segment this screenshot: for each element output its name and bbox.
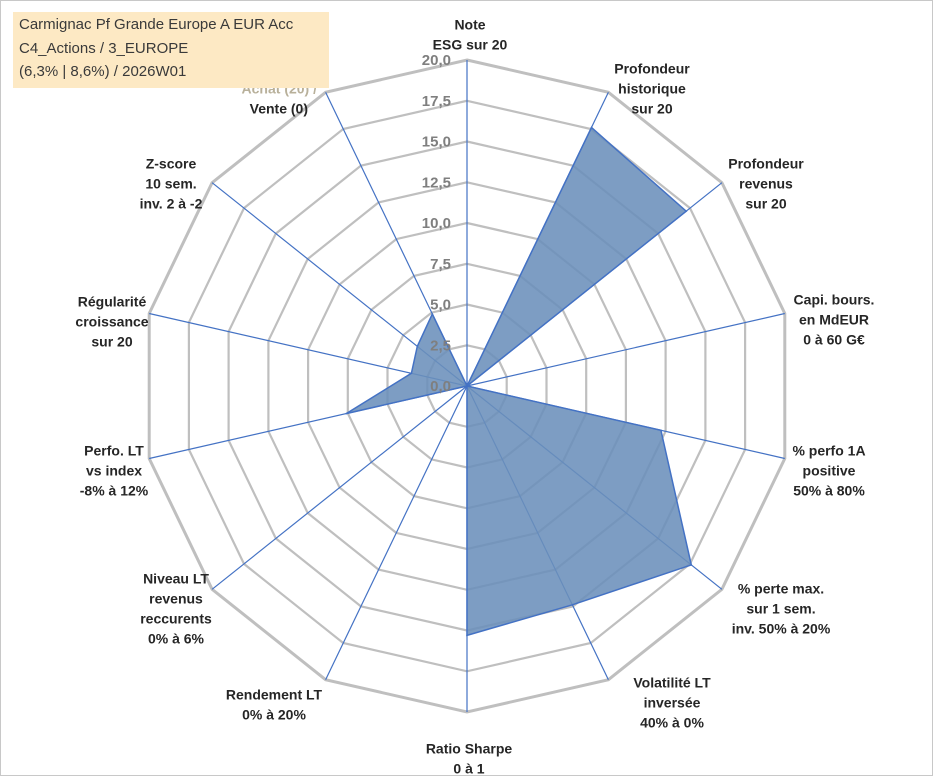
axis-label-0-line-0: Note bbox=[454, 16, 485, 32]
axis-label-0-line-1: ESG sur 20 bbox=[433, 36, 508, 52]
axis-label-9-line-3: 0% à 6% bbox=[148, 630, 205, 646]
data-point-9 bbox=[466, 385, 468, 387]
axis-label-7-line-0: Ratio Sharpe bbox=[426, 740, 513, 756]
axis-label-3: Capi. bours. en MdEUR 0 à 60 G€ bbox=[794, 291, 875, 347]
axis-label-12: Z-score 10 sem. inv. 2 à -2 bbox=[140, 155, 203, 211]
tick-label-0: 0,0 bbox=[430, 378, 451, 395]
axis-label-3-line-0: Capi. bours. bbox=[794, 291, 875, 307]
axis-label-6-line-1: inversée bbox=[644, 694, 701, 710]
axis-label-4-line-2: 50% à 80% bbox=[793, 482, 865, 498]
tick-label-6: 15,0 bbox=[422, 134, 451, 151]
axis-label-4-line-0: % perfo 1A bbox=[792, 442, 865, 458]
data-point-4 bbox=[660, 429, 662, 432]
axis-label-12-line-1: 10 sem. bbox=[145, 175, 196, 191]
data-point-13 bbox=[431, 313, 434, 315]
axis-label-2: Profondeur revenus sur 20 bbox=[728, 155, 804, 211]
axis-label-6: Volatilité LT inversée 40% à 0% bbox=[633, 674, 711, 730]
tick-label-3: 7,5 bbox=[430, 256, 451, 273]
tick-label-4: 10,0 bbox=[422, 215, 451, 232]
axis-label-1-line-0: Profondeur bbox=[614, 60, 690, 76]
axis-label-11: Régularité croissance sur 20 bbox=[75, 293, 148, 349]
data-point-1 bbox=[590, 126, 593, 129]
axis-label-10-line-2: -8% à 12% bbox=[80, 482, 149, 498]
axis-label-7: Ratio Sharpe 0 à 1 bbox=[426, 740, 513, 776]
radar-tick-labels: 0,0 2,5 5,0 7,5 10,0 12,5 15,0 17,5 20,0 bbox=[422, 52, 451, 395]
axis-label-12-line-2: inv. 2 à -2 bbox=[140, 195, 203, 211]
spoke-8 bbox=[325, 385, 468, 680]
axis-label-0: Note ESG sur 20 bbox=[433, 16, 508, 52]
fund-stats: (6,3% | 8,6%) / 2026W01 bbox=[19, 63, 187, 80]
axis-label-9-line-1: revenus bbox=[149, 590, 203, 606]
axis-label-4-line-1: positive bbox=[803, 462, 856, 478]
axis-label-2-line-1: revenus bbox=[739, 175, 793, 191]
axis-label-10-line-1: vs index bbox=[86, 462, 142, 478]
spoke-9 bbox=[211, 385, 468, 590]
series-area-0 bbox=[345, 126, 693, 637]
axis-label-1-line-2: sur 20 bbox=[631, 100, 672, 116]
axis-label-2-line-0: Profondeur bbox=[728, 155, 804, 171]
axis-label-3-line-1: en MdEUR bbox=[799, 311, 869, 327]
axis-label-12-line-0: Z-score bbox=[146, 155, 197, 171]
data-point-2 bbox=[685, 210, 687, 212]
axis-label-8: Rendement LT 0% à 20% bbox=[226, 686, 323, 722]
axis-label-7-line-1: 0 à 1 bbox=[453, 760, 484, 776]
data-point-6 bbox=[571, 604, 574, 606]
axis-label-9: Niveau LT revenus reccurents 0% à 6% bbox=[140, 570, 212, 646]
axis-label-8-line-1: 0% à 20% bbox=[242, 706, 306, 722]
axis-label-11-line-1: croissance bbox=[75, 313, 148, 329]
axis-label-10-line-0: Perfo. LT bbox=[84, 442, 144, 458]
axis-label-1: Profondeur historique sur 20 bbox=[614, 60, 690, 116]
tick-label-7: 17,5 bbox=[422, 93, 451, 110]
axis-label-11-line-0: Régularité bbox=[78, 293, 147, 309]
axis-label-10: Perfo. LT vs index -8% à 12% bbox=[80, 442, 149, 498]
axis-label-5-line-2: inv. 50% à 20% bbox=[732, 620, 831, 636]
axis-label-3-line-2: 0 à 60 G€ bbox=[803, 331, 865, 347]
axis-label-6-line-0: Volatilité LT bbox=[633, 674, 711, 690]
axis-label-13-line-2: Vente (0) bbox=[250, 100, 308, 116]
data-point-11 bbox=[410, 372, 413, 375]
axis-label-1-line-1: historique bbox=[618, 80, 686, 96]
data-point-12 bbox=[416, 345, 419, 348]
radar-series bbox=[345, 126, 693, 637]
tick-label-8: 20,0 bbox=[422, 52, 451, 69]
fund-category: C4_Actions / 3_EUROPE bbox=[19, 40, 189, 57]
tick-label-5: 12,5 bbox=[422, 174, 451, 191]
data-point-10 bbox=[345, 412, 348, 415]
chart-title-box: Carmignac Pf Grande Europe A EUR Acc C4_… bbox=[13, 12, 329, 88]
axis-label-11-line-2: sur 20 bbox=[91, 333, 132, 349]
tick-label-1: 2,5 bbox=[430, 337, 451, 354]
axis-label-5-line-1: sur 1 sem. bbox=[746, 600, 815, 616]
spoke-3 bbox=[466, 312, 785, 387]
axis-label-6-line-2: 40% à 0% bbox=[640, 714, 704, 730]
data-point-7 bbox=[466, 634, 468, 637]
axis-label-8-line-0: Rendement LT bbox=[226, 686, 323, 702]
axis-label-9-line-0: Niveau LT bbox=[143, 570, 209, 586]
radar-axis-labels: Note ESG sur 20 Profondeur historique sur 20… bbox=[75, 16, 874, 776]
data-point-5 bbox=[690, 564, 693, 566]
axis-label-5-line-0: % perte max. bbox=[738, 580, 824, 596]
tick-label-2: 5,0 bbox=[430, 297, 451, 314]
fund-name: Carmignac Pf Grande Europe A EUR Acc bbox=[19, 16, 294, 33]
axis-label-4: % perfo 1A positive 50% à 80% bbox=[792, 442, 865, 498]
axis-label-2-line-2: sur 20 bbox=[745, 195, 786, 211]
axis-label-5: % perte max. sur 1 sem. inv. 50% à 20% bbox=[732, 580, 831, 636]
axis-label-9-line-2: reccurents bbox=[140, 610, 212, 626]
